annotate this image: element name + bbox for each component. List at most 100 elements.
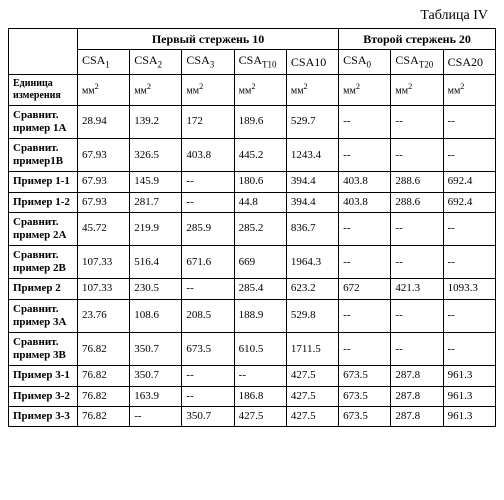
unit-cell: мм2 — [286, 74, 338, 105]
data-cell: 673.5 — [339, 386, 391, 406]
data-cell: 673.5 — [339, 366, 391, 386]
data-cell: 1243.4 — [286, 138, 338, 171]
row-label: Сравнит. пример1B — [9, 138, 78, 171]
table-row: Сравнит. пример 3A23.76108.6208.5188.952… — [9, 299, 496, 332]
table-row: Пример 3-276.82163.9--186.8427.5673.5287… — [9, 386, 496, 406]
data-cell: 145.9 — [130, 172, 182, 192]
data-cell: -- — [182, 172, 234, 192]
row-label: Сравнит. пример 1A — [9, 105, 78, 138]
data-cell: 403.8 — [182, 138, 234, 171]
data-cell: 287.8 — [391, 406, 443, 426]
data-cell: 285.2 — [234, 212, 286, 245]
data-cell: 67.93 — [77, 192, 129, 212]
data-cell: 673.5 — [339, 406, 391, 426]
table-body: Сравнит. пример 1A28.94139.2172189.6529.… — [9, 105, 496, 426]
data-cell: -- — [391, 299, 443, 332]
unit-cell: мм2 — [77, 74, 129, 105]
row-label: Сравнит. пример 3A — [9, 299, 78, 332]
data-cell: 180.6 — [234, 172, 286, 192]
data-cell: 189.6 — [234, 105, 286, 138]
data-cell: 350.7 — [182, 406, 234, 426]
data-cell: 669 — [234, 246, 286, 279]
unit-cell: мм2 — [182, 74, 234, 105]
data-cell: 623.2 — [286, 279, 338, 299]
col-header-4: CSAT10 — [234, 50, 286, 74]
data-cell: 186.8 — [234, 386, 286, 406]
data-cell: -- — [443, 105, 495, 138]
data-cell: 219.9 — [130, 212, 182, 245]
data-cell: 445.2 — [234, 138, 286, 171]
data-cell: 230.5 — [130, 279, 182, 299]
data-cell: 139.2 — [130, 105, 182, 138]
table-row: Пример 1-267.93281.7--44.8394.4403.8288.… — [9, 192, 496, 212]
unit-row: Единица измерения мм2 мм2 мм2 мм2 мм2 мм… — [9, 74, 496, 105]
data-cell: 285.4 — [234, 279, 286, 299]
data-cell: 427.5 — [286, 406, 338, 426]
data-cell: -- — [443, 212, 495, 245]
table-row: Сравнит. пример 2B107.33516.4671.6669196… — [9, 246, 496, 279]
col-header-8: CSA20 — [443, 50, 495, 74]
unit-cell: мм2 — [391, 74, 443, 105]
data-cell: 692.4 — [443, 172, 495, 192]
data-cell: -- — [130, 406, 182, 426]
data-cell: 76.82 — [77, 333, 129, 366]
table-caption: Таблица IV — [8, 8, 488, 24]
data-cell: 107.33 — [77, 246, 129, 279]
data-cell: 285.9 — [182, 212, 234, 245]
data-cell: 671.6 — [182, 246, 234, 279]
data-cell: -- — [391, 246, 443, 279]
data-cell: 961.3 — [443, 366, 495, 386]
row-label: Пример 1-2 — [9, 192, 78, 212]
column-header-row: CSA1 CSA2 CSA3 CSAT10 CSA10 CSA0 CSAT20 … — [9, 50, 496, 74]
data-cell: 67.93 — [77, 172, 129, 192]
table-row: Сравнит. пример 3B76.82350.7673.5610.517… — [9, 333, 496, 366]
data-cell: 516.4 — [130, 246, 182, 279]
data-cell: 421.3 — [391, 279, 443, 299]
col-header-3: CSA3 — [182, 50, 234, 74]
row-label: Сравнит. пример 2B — [9, 246, 78, 279]
data-cell: -- — [339, 138, 391, 171]
col-header-1: CSA1 — [77, 50, 129, 74]
table-row: Сравнит. пример 1A28.94139.2172189.6529.… — [9, 105, 496, 138]
group-header-second: Второй стержень 20 — [339, 29, 496, 50]
data-cell: -- — [391, 138, 443, 171]
data-cell: 188.9 — [234, 299, 286, 332]
col-header-6: CSA0 — [339, 50, 391, 74]
data-cell: 673.5 — [182, 333, 234, 366]
data-cell: 427.5 — [234, 406, 286, 426]
unit-cell: мм2 — [234, 74, 286, 105]
data-cell: 961.3 — [443, 386, 495, 406]
data-cell: 326.5 — [130, 138, 182, 171]
data-cell: 208.5 — [182, 299, 234, 332]
data-cell: 529.8 — [286, 299, 338, 332]
data-cell: 529.7 — [286, 105, 338, 138]
data-cell: 1964.3 — [286, 246, 338, 279]
group-header-first: Первый стержень 10 — [77, 29, 338, 50]
blank-corner-1 — [9, 29, 78, 75]
data-cell: 350.7 — [130, 333, 182, 366]
table-row: Пример 3-376.82--350.7427.5427.5673.5287… — [9, 406, 496, 426]
table-row: Пример 2107.33230.5--285.4623.2672421.31… — [9, 279, 496, 299]
data-cell: 108.6 — [130, 299, 182, 332]
row-label: Пример 3-1 — [9, 366, 78, 386]
data-cell: 76.82 — [77, 406, 129, 426]
group-header-row: Первый стержень 10 Второй стержень 20 — [9, 29, 496, 50]
data-cell: 350.7 — [130, 366, 182, 386]
data-cell: 836.7 — [286, 212, 338, 245]
data-cell: 427.5 — [286, 386, 338, 406]
data-cell: -- — [443, 299, 495, 332]
col-header-7: CSAT20 — [391, 50, 443, 74]
data-cell: 67.93 — [77, 138, 129, 171]
data-cell: -- — [443, 333, 495, 366]
data-cell: 107.33 — [77, 279, 129, 299]
data-cell: -- — [339, 333, 391, 366]
data-cell: 427.5 — [286, 366, 338, 386]
data-cell: -- — [182, 386, 234, 406]
data-cell: -- — [391, 333, 443, 366]
data-cell: 1093.3 — [443, 279, 495, 299]
data-cell: -- — [443, 138, 495, 171]
row-label: Пример 3-2 — [9, 386, 78, 406]
data-cell: -- — [443, 246, 495, 279]
table-row: Сравнит. пример 2A45.72219.9285.9285.283… — [9, 212, 496, 245]
data-cell: -- — [391, 105, 443, 138]
